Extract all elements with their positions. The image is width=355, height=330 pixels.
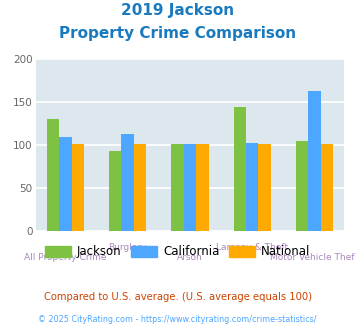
Text: Larceny & Theft: Larceny & Theft [216, 243, 288, 252]
Text: All Property Crime: All Property Crime [24, 253, 106, 262]
Bar [72, 144, 84, 231]
Text: Burglary: Burglary [108, 243, 147, 252]
Bar [59, 137, 72, 231]
Bar [109, 151, 121, 231]
Bar [296, 141, 308, 231]
Bar [196, 144, 209, 231]
Bar [134, 144, 146, 231]
Legend: Jackson, California, National: Jackson, California, National [40, 241, 315, 263]
Text: 2019 Jackson: 2019 Jackson [121, 3, 234, 18]
Bar [308, 91, 321, 231]
Text: © 2025 CityRating.com - https://www.cityrating.com/crime-statistics/: © 2025 CityRating.com - https://www.city… [38, 315, 317, 324]
Bar [321, 144, 333, 231]
Bar [258, 144, 271, 231]
Text: Property Crime Comparison: Property Crime Comparison [59, 26, 296, 41]
Bar [47, 119, 59, 231]
Bar [184, 144, 196, 231]
Bar [171, 144, 184, 231]
Bar [246, 143, 258, 231]
Text: Compared to U.S. average. (U.S. average equals 100): Compared to U.S. average. (U.S. average … [44, 292, 311, 302]
Bar [234, 107, 246, 231]
Bar [121, 134, 134, 231]
Text: Motor Vehicle Theft: Motor Vehicle Theft [271, 253, 355, 262]
Text: Arson: Arson [177, 253, 203, 262]
